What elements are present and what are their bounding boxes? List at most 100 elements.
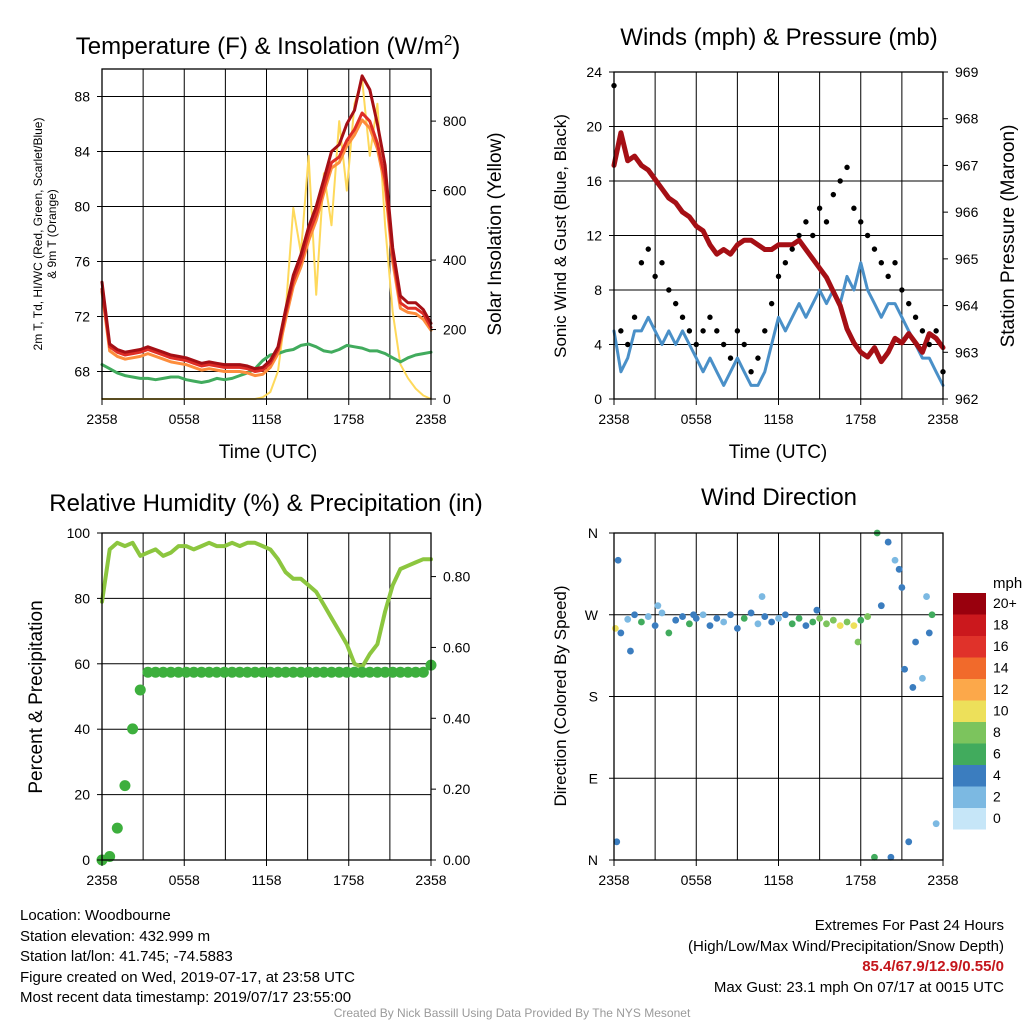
max-gust-text: Max Gust: 23.1 mph On 07/17 at 0015 UTC <box>713 978 1004 996</box>
humidity-y-label: Percent & Precipitation <box>26 600 47 793</box>
legend-label: 4 <box>993 767 1001 783</box>
precip-point <box>379 666 391 678</box>
direction-point <box>727 611 734 619</box>
precip-point <box>318 666 330 678</box>
legend-swatch <box>953 593 986 615</box>
precip-point <box>303 666 315 678</box>
direction-point <box>928 611 936 619</box>
direction-point <box>802 622 810 630</box>
y-tick-label: 0 <box>594 391 602 407</box>
precip-point <box>326 666 338 678</box>
precip-point <box>257 666 269 678</box>
y2-tick-label: 600 <box>443 183 467 199</box>
direction-point <box>624 615 632 623</box>
y2-tick-label: 0.80 <box>443 569 470 585</box>
direction-point <box>919 674 926 682</box>
legend-swatch <box>953 636 986 658</box>
extremes-title: Extremes For Past 24 Hours <box>814 917 1004 934</box>
direction-point <box>651 622 659 630</box>
gust-point <box>885 273 891 280</box>
direction-point <box>679 613 686 620</box>
y2-tick-label: 0.60 <box>443 639 470 655</box>
direction-point <box>672 616 680 624</box>
wind-direction-title: Wind Direction <box>701 484 857 511</box>
gust-point <box>844 164 850 171</box>
direction-point <box>644 613 652 620</box>
y-tick-label: 76 <box>74 254 90 270</box>
winds-x-label: Time (UTC) <box>729 442 828 463</box>
x-tick-label: 1158 <box>251 872 281 888</box>
y2-tick-label: 969 <box>955 64 979 80</box>
precip-point <box>410 666 422 678</box>
direction-point <box>761 613 769 620</box>
precip-point <box>310 666 322 678</box>
legend-swatch <box>953 657 986 679</box>
gust-point <box>631 314 638 320</box>
precip-point <box>203 666 215 678</box>
gust-point <box>892 260 898 266</box>
direction-point <box>843 618 851 626</box>
legend-swatch <box>953 808 986 830</box>
direction-point <box>813 606 821 614</box>
gust-point <box>755 355 761 361</box>
direction-point <box>638 618 645 626</box>
winds-panel: Winds (mph) & Pressure (mb) 2358 0558 1158… <box>551 24 1019 463</box>
x-tick-label: 2358 <box>927 872 958 888</box>
gust-point <box>830 191 837 198</box>
legend-label: 0 <box>993 810 1001 826</box>
gust-point <box>659 260 665 266</box>
y-tick-label: 16 <box>586 173 602 189</box>
direction-tick-label: N <box>588 852 598 868</box>
temperature-title: Temperature (F) & Insolation (W/m2) <box>76 32 460 60</box>
y-tick-label: 80 <box>74 199 90 215</box>
gust-point <box>645 246 651 252</box>
y-tick-label: 4 <box>594 337 602 353</box>
precip-point <box>134 684 146 696</box>
legend-swatch <box>953 786 986 808</box>
gust-point <box>707 314 713 320</box>
gust-point <box>823 219 830 225</box>
x-tick-label: 0558 <box>681 411 712 427</box>
gust-point <box>810 232 816 239</box>
wind-direction-panel: Wind Direction 2358 0558 1158 1758 2358NESWN… <box>551 484 1022 888</box>
legend-swatch <box>953 700 986 722</box>
direction-point <box>631 611 638 619</box>
direction-point <box>871 853 878 861</box>
dewpoint-line <box>100 342 433 384</box>
y-tick-label: 100 <box>67 525 91 541</box>
y-tick-label: 80 <box>74 590 90 606</box>
legend-label: 16 <box>993 638 1009 654</box>
extremes-info: Extremes For Past 24 Hours (High/Low/Max… <box>688 916 1004 998</box>
gust-point <box>796 232 802 239</box>
x-tick-label: 1758 <box>333 872 364 888</box>
humidity-panel: Relative Humidity (%) & Precipitation (i… <box>26 490 483 888</box>
precip-point <box>157 666 169 678</box>
gust-point <box>727 355 734 361</box>
direction-tick-label: W <box>585 607 599 623</box>
direction-point <box>898 584 906 591</box>
pressure-y-label: Station Pressure (Maroon) <box>998 125 1019 348</box>
gust-point <box>926 341 932 348</box>
precip-point <box>249 666 261 678</box>
legend-swatch <box>953 679 986 701</box>
direction-point <box>905 838 913 846</box>
precip-point <box>111 822 123 834</box>
precip-point <box>218 666 230 678</box>
precip-point <box>188 666 200 678</box>
direction-point <box>857 616 865 624</box>
direction-point <box>754 620 762 628</box>
gust-point <box>803 219 809 225</box>
gust-point <box>906 300 912 307</box>
x-tick-label: 2358 <box>415 872 446 888</box>
gust-point <box>912 314 919 320</box>
y2-tick-label: 966 <box>955 204 979 220</box>
precip-point <box>195 666 207 678</box>
gust-point <box>618 328 624 334</box>
temperature-y-label-1: 2m T, Td, HI/WC (Red, Green, Scarlet/Blu… <box>31 118 45 351</box>
x-tick-label: 2358 <box>86 872 117 888</box>
gust-point <box>741 341 747 348</box>
y2-tick-label: 0.20 <box>443 781 470 797</box>
direction-point <box>795 614 803 622</box>
direction-point <box>932 820 940 828</box>
y-tick-label: 24 <box>586 64 602 80</box>
